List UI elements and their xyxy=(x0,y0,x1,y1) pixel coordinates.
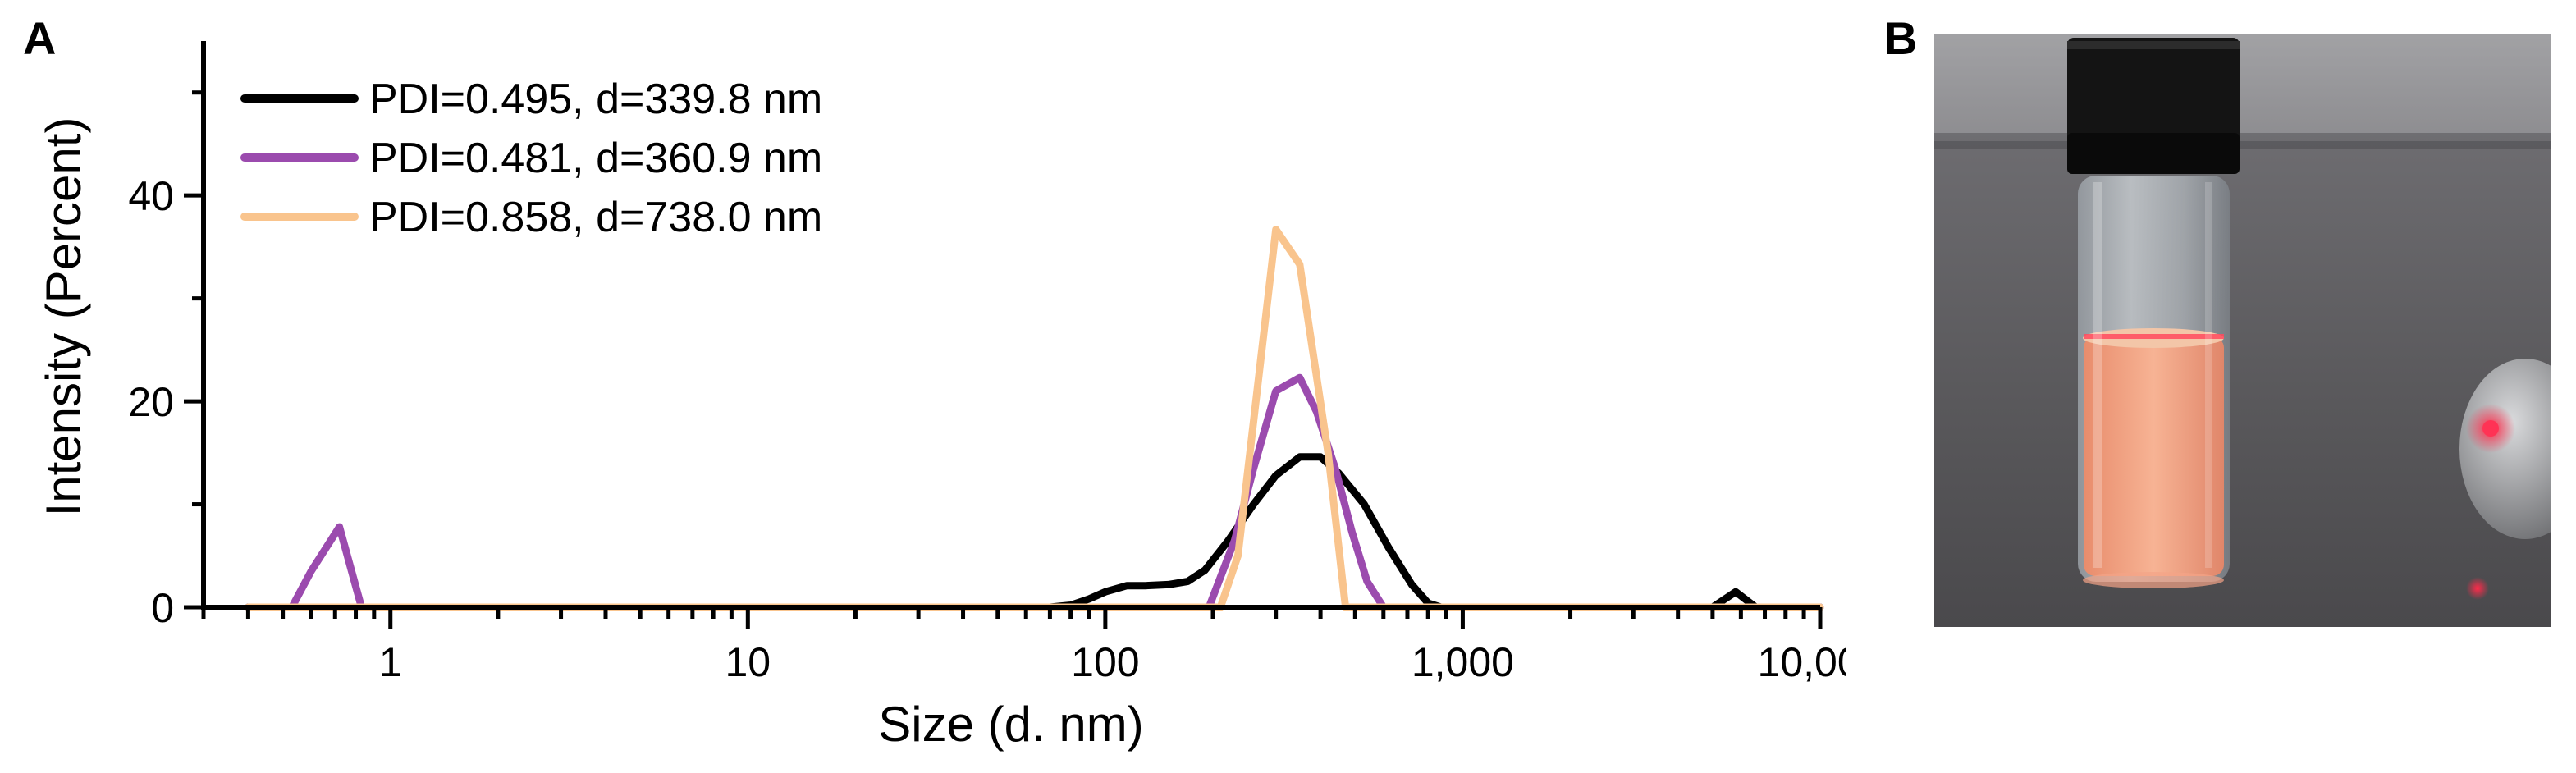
laser-device xyxy=(2459,359,2551,539)
series-group xyxy=(244,226,1824,611)
x-axis-title: Size (d. nm) xyxy=(878,697,1143,752)
dls-size-chart: A 0 20 40 1 10 100 1,000 10,000 Size (d. nm) In… xyxy=(23,12,1846,752)
axes: 0 20 40 1 10 100 1,000 10,000 xyxy=(128,41,1846,685)
vial-liquid xyxy=(2084,336,2224,576)
x-tick-label: 10 xyxy=(725,639,771,685)
legend-label-1: PDI=0.495, d=339.8 nm xyxy=(369,75,822,123)
y-axis-title: Intensity (Percent) xyxy=(36,117,91,517)
y-tick-label: 0 xyxy=(151,585,174,631)
photo-background xyxy=(1934,34,2551,627)
x-tick-label: 1,000 xyxy=(1412,639,1514,685)
legend-label-2: PDI=0.481, d=360.9 nm xyxy=(369,135,822,182)
x-tick-label: 1 xyxy=(379,639,402,685)
vial-photo xyxy=(1934,34,2551,627)
panel-a-label: A xyxy=(23,12,56,64)
series-line-3 xyxy=(244,226,1824,611)
x-tick-label: 100 xyxy=(1071,639,1139,685)
series-line-2 xyxy=(244,373,1824,611)
x-tick-label: 10,000 xyxy=(1758,639,1846,685)
legend: PDI=0.495, d=339.8 nm PDI=0.481, d=360.9 … xyxy=(240,75,822,241)
y-tick-label: 20 xyxy=(128,379,174,425)
legend-label-3: PDI=0.858, d=738.0 nm xyxy=(369,194,822,241)
panel-b-label: B xyxy=(1884,12,1918,64)
series-line-1 xyxy=(244,453,1824,611)
y-tick-label: 40 xyxy=(128,173,174,219)
